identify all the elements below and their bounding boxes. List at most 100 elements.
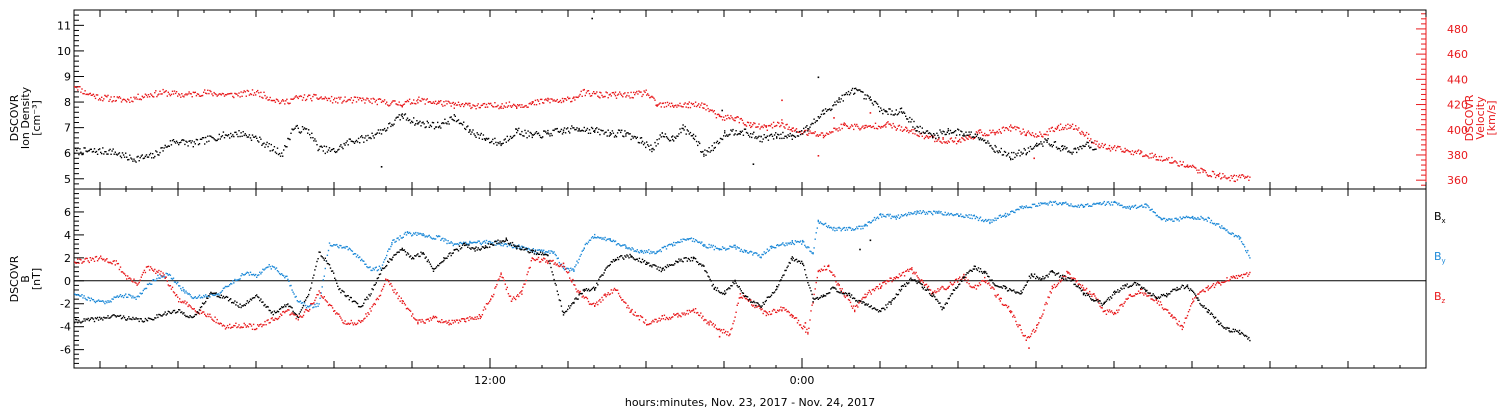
bz-series-point [1026, 336, 1028, 339]
by-series-point [1035, 205, 1037, 207]
bz-series-point [533, 259, 536, 261]
velocity-series-point [829, 131, 831, 133]
bz-series-point [934, 290, 936, 292]
bz-series-point [328, 303, 331, 306]
bz-series-point [735, 311, 737, 313]
by-series-point [961, 215, 963, 218]
bz-series-point [608, 293, 610, 296]
velocity-series-point [728, 117, 730, 119]
by-series-point [318, 303, 320, 305]
density-series-point [729, 133, 731, 136]
density-series-point [900, 107, 903, 109]
density-series-point [682, 127, 684, 130]
by-series-point [415, 231, 417, 234]
bx-series-point [309, 289, 311, 291]
velocity-series-point [240, 91, 242, 93]
by-series-point [198, 294, 201, 296]
velocity-series-point [212, 94, 214, 97]
velocity-series-point [452, 101, 454, 104]
density-series-point [713, 147, 715, 149]
velocity-series-point [451, 102, 453, 104]
by-series-point [546, 251, 548, 253]
bz-series-point [955, 278, 958, 280]
by-series-point [477, 240, 479, 242]
by-series-point [103, 301, 105, 303]
velocity-series-point [1169, 162, 1171, 164]
velocity-series-point [942, 137, 944, 139]
density-series-point [969, 133, 971, 136]
bx-series-point [162, 314, 164, 316]
density-series-point [905, 115, 907, 117]
velocity-series-point [685, 106, 687, 108]
density-series-point [183, 139, 185, 142]
velocity-series-point [144, 93, 147, 95]
by-series-point [252, 273, 255, 276]
density-series-point [681, 127, 683, 130]
by-series-point [886, 214, 888, 216]
density-series-point [246, 136, 248, 138]
by-series-point [675, 242, 677, 244]
bz-series-point [977, 285, 980, 287]
by-series-point [764, 252, 766, 255]
y-tick-label: 10 [57, 45, 71, 58]
bx-series-point [272, 313, 274, 316]
bz-series-point [166, 280, 168, 282]
density-series-point [350, 140, 352, 142]
density-series-point [955, 134, 958, 136]
by-series-point [799, 240, 802, 242]
by-series-point [870, 221, 872, 224]
velocity-series-point [75, 86, 77, 88]
by-series-point [537, 249, 540, 251]
velocity-series-point [785, 124, 787, 126]
bz-series-point [1051, 285, 1053, 287]
velocity-series-point [1083, 135, 1086, 137]
by-series-point [1149, 209, 1151, 211]
by-series-point [761, 253, 763, 256]
by-series-point [130, 295, 132, 297]
velocity-series-point [836, 128, 838, 130]
bz-series-point [999, 300, 1001, 302]
bx-series-point [270, 312, 272, 314]
density-series-point [665, 136, 668, 138]
density-series-point [148, 154, 151, 156]
bz-series-point [137, 283, 139, 285]
velocity-series-point [92, 93, 95, 95]
bz-series-point [1075, 281, 1077, 283]
bz-series-point [1194, 297, 1196, 299]
bz-series-point [378, 295, 381, 297]
bz-series-point [1225, 280, 1227, 282]
by-series-point [658, 250, 660, 252]
density-series-point [943, 131, 945, 133]
velocity-series-point [675, 104, 677, 106]
velocity-series-point [1048, 128, 1050, 130]
density-series-point [1094, 148, 1096, 150]
velocity-series-point [401, 106, 403, 108]
by-series-point [189, 294, 191, 296]
by-series-point [631, 247, 633, 249]
bz-series-point [273, 319, 276, 321]
density-series-point [954, 130, 957, 132]
velocity-series-point [1025, 133, 1027, 135]
bz-series-point [430, 319, 433, 321]
velocity-series-point [812, 132, 814, 134]
bz-series-point [209, 313, 211, 315]
bz-series-point [476, 316, 478, 318]
by-series-point [239, 278, 241, 280]
bz-series-point [1103, 310, 1105, 312]
bz-series-point [319, 292, 321, 294]
by-series-point [501, 242, 503, 244]
by-series-point [416, 234, 418, 236]
velocity-series-point [281, 100, 283, 102]
velocity-series-point [147, 94, 150, 96]
bz-series-point [574, 284, 576, 286]
velocity-series-point [665, 105, 668, 108]
by-series-point [192, 297, 194, 300]
density-series-point [730, 129, 732, 131]
velocity-series-point [1042, 136, 1044, 138]
density-series-point [616, 132, 619, 134]
density-series-point [447, 120, 449, 123]
density-series-point [541, 137, 543, 139]
density-series-point [363, 141, 365, 143]
velocity-series-point [943, 141, 945, 143]
velocity-series-point [789, 129, 791, 131]
